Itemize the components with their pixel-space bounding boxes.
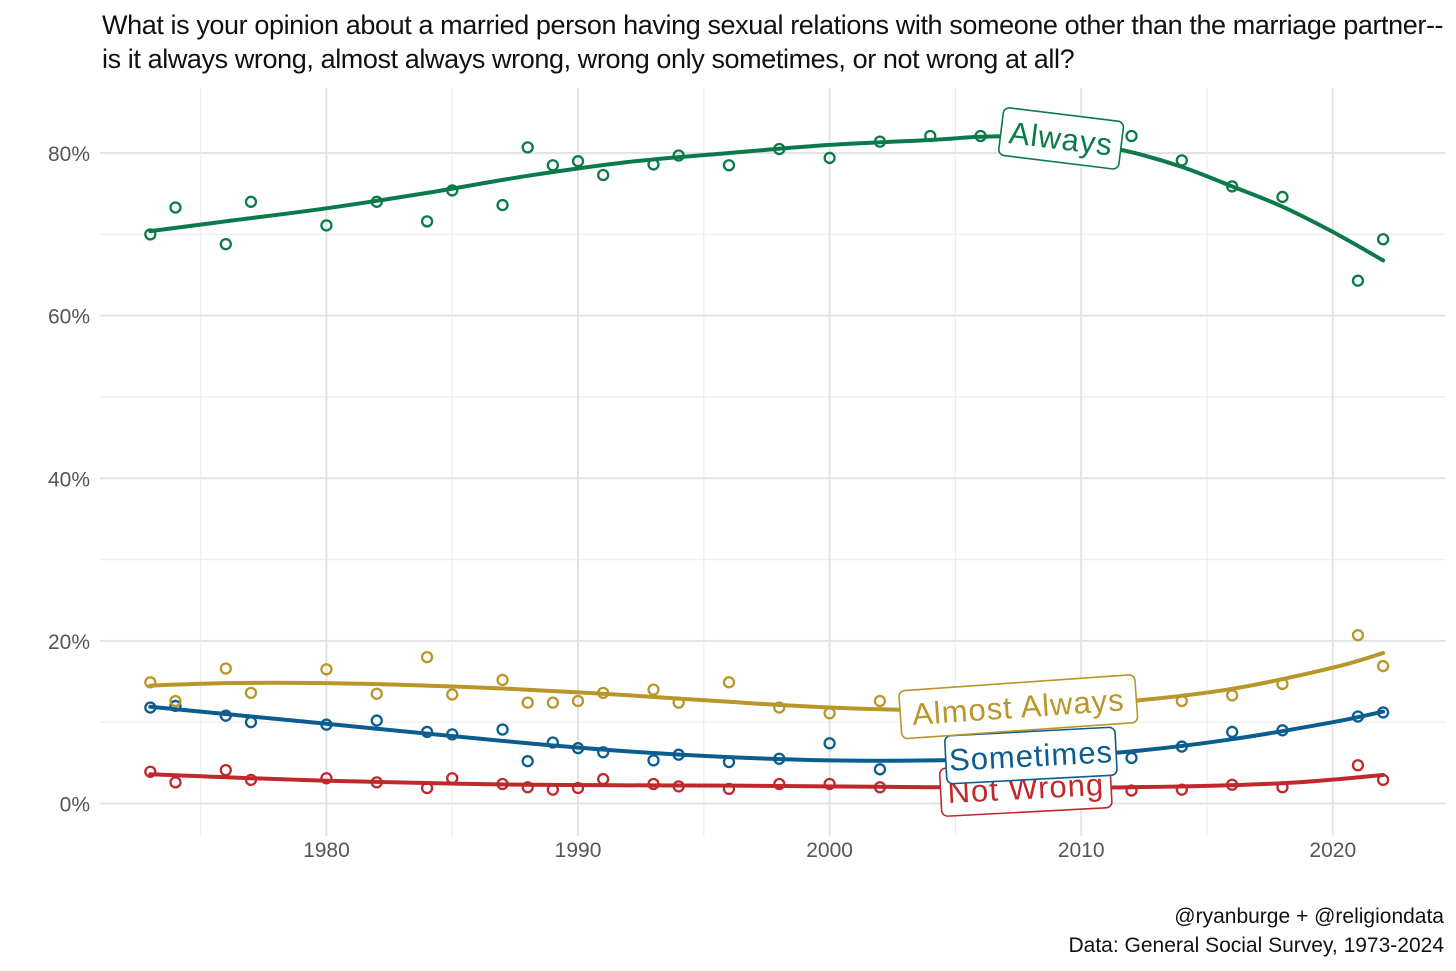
label-box-almost-always bbox=[898, 674, 1139, 740]
point-almost-always bbox=[521, 696, 534, 709]
point-always bbox=[1125, 129, 1138, 143]
point-almost-always bbox=[219, 662, 232, 675]
point-always bbox=[219, 237, 232, 251]
point-almost-always bbox=[169, 694, 182, 708]
x-tick-label: 2020 bbox=[1309, 839, 1356, 862]
y-tick-label: 20% bbox=[48, 631, 90, 654]
data-series bbox=[144, 129, 1390, 797]
label-almost-always: Almost Always bbox=[898, 674, 1139, 740]
point-almost-always bbox=[722, 676, 736, 689]
trend-line-almost-always bbox=[148, 651, 1386, 713]
caption-source: Data: General Social Survey, 1973-2024 bbox=[1068, 934, 1445, 957]
point-sometimes bbox=[597, 746, 610, 759]
chart-title-line-1: What is your opinion about a married per… bbox=[102, 10, 1444, 40]
point-always bbox=[244, 195, 258, 208]
series-always bbox=[144, 129, 1390, 287]
series-not-wrong bbox=[144, 759, 1390, 797]
point-sometimes bbox=[496, 723, 509, 736]
point-not-wrong bbox=[144, 765, 157, 778]
point-almost-always bbox=[446, 688, 459, 701]
point-not-wrong bbox=[571, 781, 585, 795]
point-not-wrong bbox=[169, 776, 182, 789]
point-always bbox=[1376, 233, 1390, 246]
series-sometimes bbox=[144, 699, 1390, 776]
trend-line-not-wrong bbox=[148, 772, 1386, 790]
point-almost-always bbox=[496, 673, 509, 687]
chart-title: What is your opinion about a married per… bbox=[102, 8, 1452, 76]
label-sometimes: Sometimes bbox=[944, 726, 1118, 785]
point-always bbox=[597, 168, 610, 182]
y-tick-label: 60% bbox=[48, 306, 90, 329]
label-text-sometimes: Sometimes bbox=[948, 734, 1114, 778]
point-sometimes bbox=[823, 737, 836, 750]
point-almost-always bbox=[370, 687, 383, 700]
x-tick-label: 1980 bbox=[303, 839, 350, 862]
point-sometimes bbox=[1125, 751, 1138, 765]
trend-line-always bbox=[148, 134, 1386, 263]
y-tick-label: 0% bbox=[60, 793, 90, 816]
point-sometimes bbox=[370, 714, 383, 727]
label-always: Always bbox=[998, 107, 1125, 170]
point-always bbox=[169, 201, 182, 214]
y-tick-label: 80% bbox=[48, 143, 90, 166]
point-always bbox=[546, 159, 560, 172]
grid-lines bbox=[100, 88, 1446, 836]
point-always bbox=[571, 155, 585, 168]
point-almost-always bbox=[244, 686, 258, 700]
point-always bbox=[320, 219, 333, 232]
chart-caption: @ryanburge + @religiondata Data: General… bbox=[1069, 902, 1445, 960]
point-not-wrong bbox=[1351, 759, 1365, 772]
x-tick-label: 2000 bbox=[806, 839, 853, 862]
point-almost-always bbox=[1376, 659, 1390, 673]
point-not-wrong bbox=[521, 781, 534, 794]
point-always bbox=[1276, 190, 1289, 204]
point-almost-always bbox=[420, 650, 434, 664]
trend-line-sometimes bbox=[148, 704, 1386, 763]
point-almost-always bbox=[873, 694, 887, 708]
point-almost-always bbox=[320, 663, 333, 676]
point-almost-always bbox=[1225, 689, 1239, 702]
point-almost-always bbox=[571, 694, 585, 708]
point-sometimes bbox=[1225, 725, 1239, 739]
label-box-sometimes bbox=[944, 726, 1118, 785]
point-not-wrong bbox=[597, 772, 610, 786]
caption-author: @ryanburge + @religiondata bbox=[1174, 905, 1444, 928]
point-almost-always bbox=[546, 696, 560, 709]
series-almost-always bbox=[144, 629, 1390, 720]
point-always bbox=[1351, 274, 1365, 287]
point-always bbox=[420, 215, 434, 228]
chart-title-line-2: is it always wrong, almost always wrong,… bbox=[102, 44, 1075, 74]
point-always bbox=[496, 198, 509, 212]
point-always bbox=[823, 151, 836, 165]
point-almost-always bbox=[773, 701, 786, 714]
label-box-always bbox=[998, 107, 1125, 170]
point-sometimes bbox=[873, 763, 887, 776]
axis-tick-labels: 0% 20% 40% 60% 80% 1980 1990 2000 2010 2020 bbox=[48, 143, 1356, 862]
point-not-wrong bbox=[320, 772, 333, 785]
point-sometimes bbox=[521, 755, 534, 768]
point-almost-always bbox=[647, 683, 660, 696]
x-tick-label: 1990 bbox=[555, 839, 602, 862]
y-tick-label: 40% bbox=[48, 468, 90, 491]
point-always bbox=[722, 159, 736, 172]
x-tick-label: 2010 bbox=[1058, 839, 1105, 862]
point-almost-always bbox=[1351, 629, 1365, 642]
point-always bbox=[521, 141, 534, 154]
point-sometimes bbox=[647, 754, 660, 767]
point-not-wrong bbox=[823, 777, 836, 791]
point-not-wrong bbox=[219, 763, 232, 777]
